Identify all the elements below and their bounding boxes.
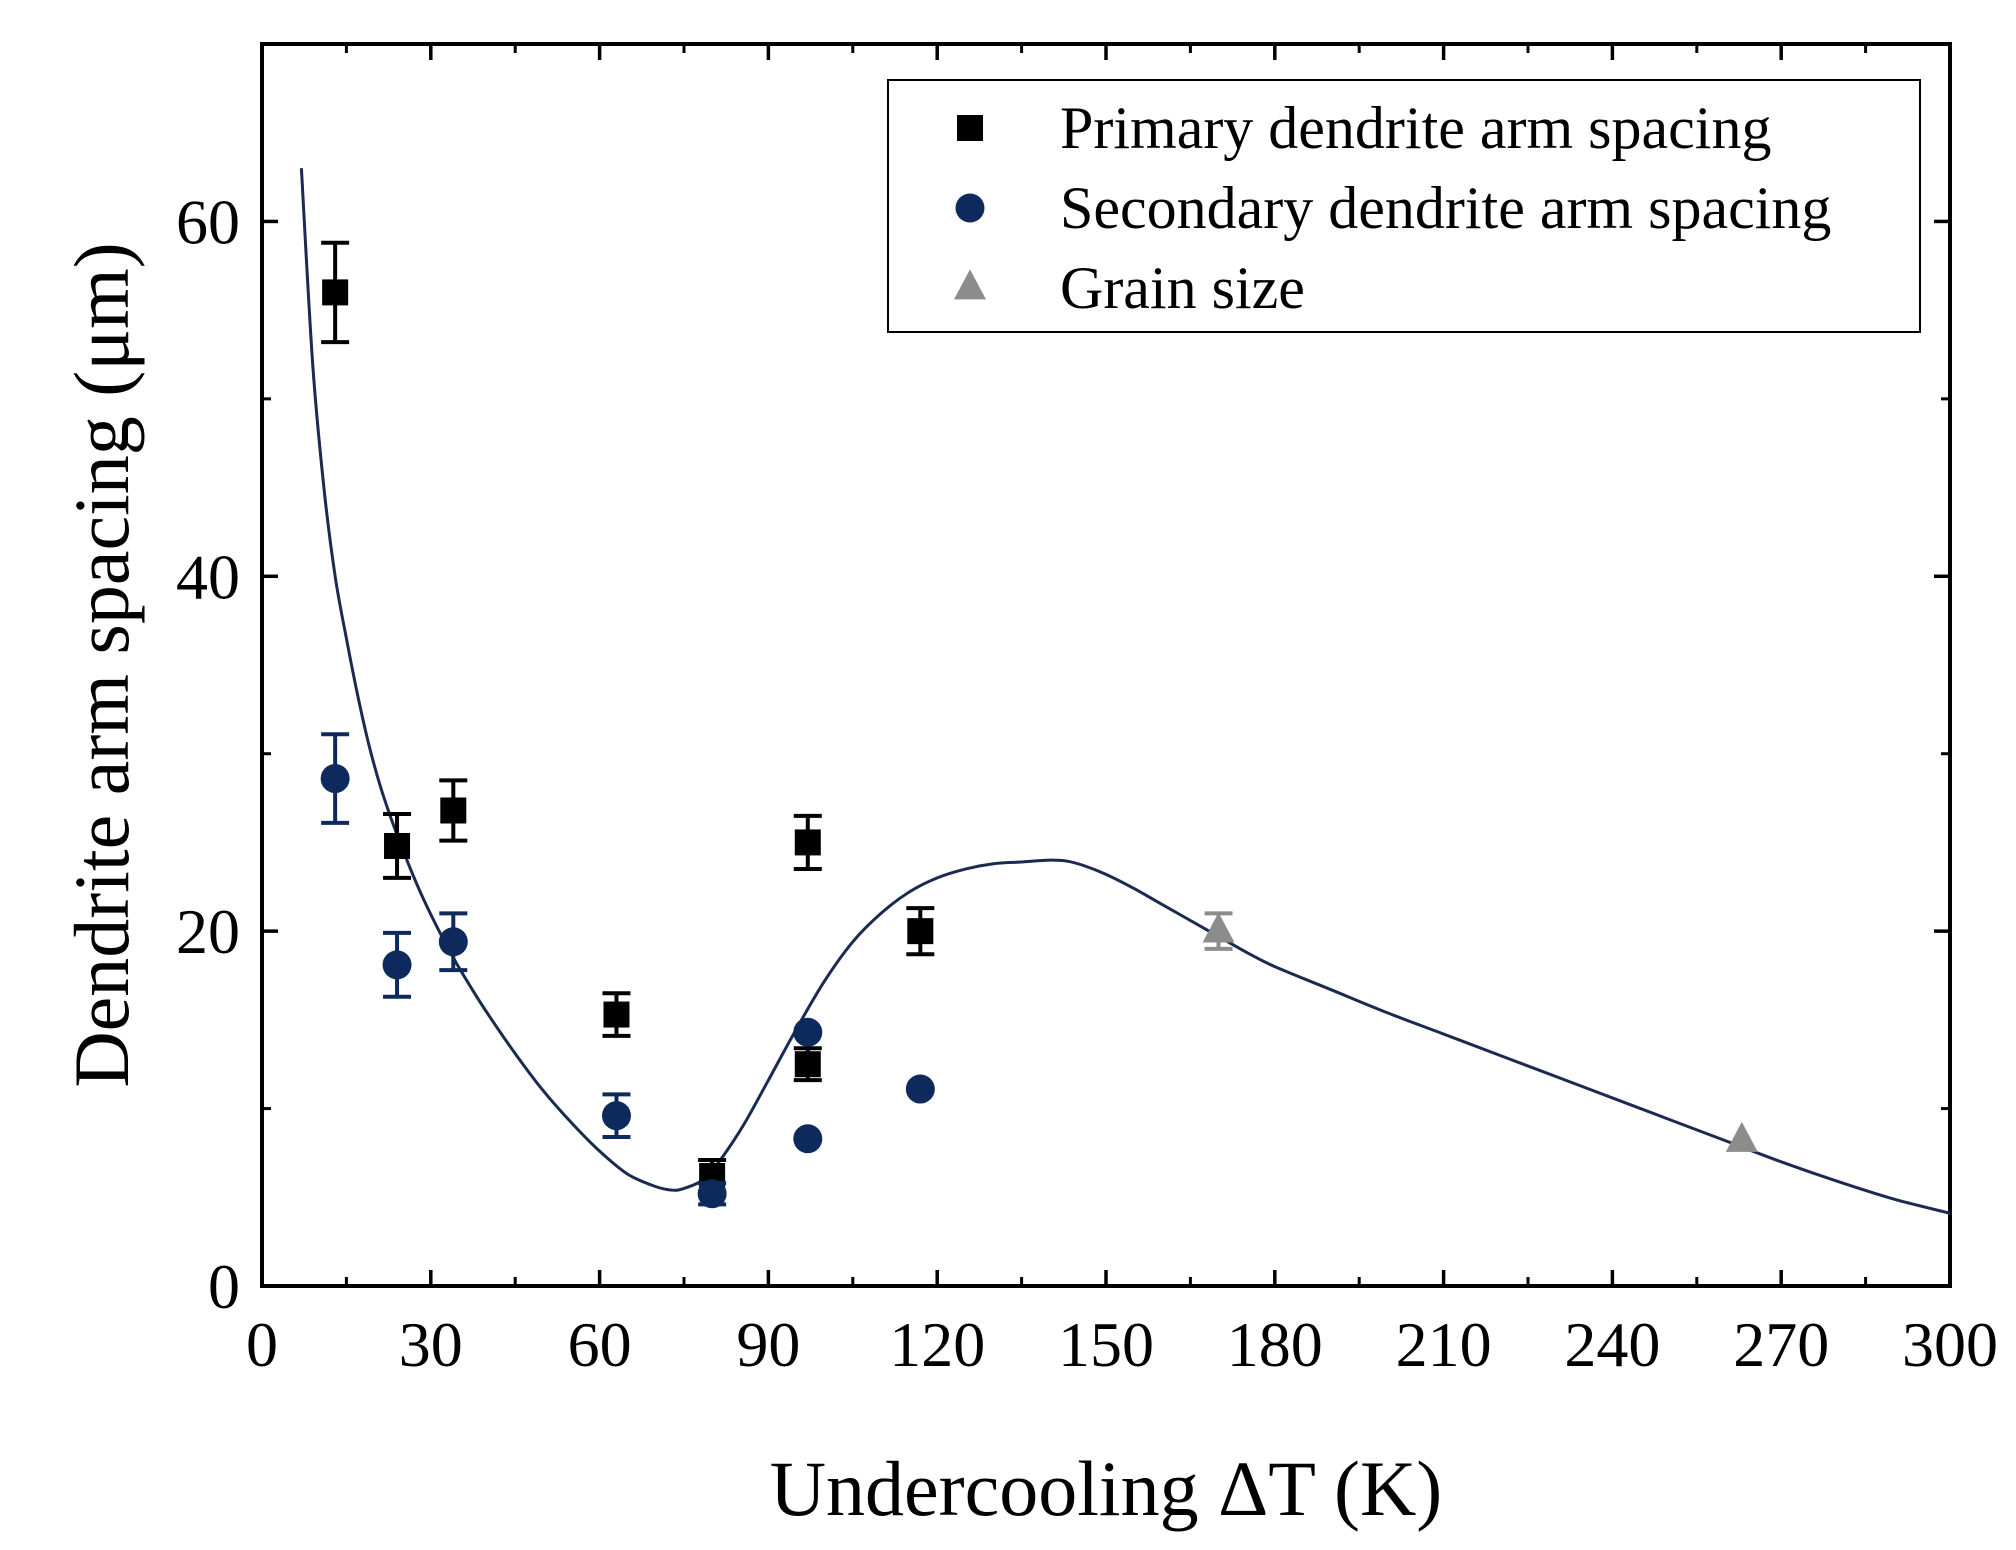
data-point-circle (905, 1074, 935, 1104)
data-point-circle (697, 1179, 727, 1209)
data-point-square (384, 832, 411, 859)
data-point-triangle (1725, 1121, 1758, 1152)
data-point-triangle (1202, 912, 1235, 943)
data-point-circle (601, 1101, 631, 1131)
data-point-square (794, 1051, 821, 1078)
x-tick-label: 150 (1058, 1309, 1154, 1380)
x-tick-label: 210 (1396, 1309, 1492, 1380)
legend-label: Secondary dendrite arm spacing (1060, 175, 1831, 241)
y-tick-label: 0 (208, 1251, 240, 1322)
data-point-square (440, 797, 467, 824)
data-point-circle (438, 927, 468, 957)
legend-label: Primary dendrite arm spacing (1060, 95, 1771, 161)
x-tick-label: 240 (1564, 1309, 1660, 1380)
ticks-layer: 0 30 60 90 120 150 180 210 240 270 300 0 20 40 60 (176, 44, 1998, 1380)
legend: Primary dendrite arm spacing Secondary de… (887, 79, 1921, 333)
x-tick-label: 300 (1902, 1309, 1998, 1380)
y-axis-title: Dendrite arm spacing (μm) (58, 242, 145, 1087)
x-tick-label: 90 (736, 1309, 800, 1380)
series-triangle-points (1202, 911, 1758, 1152)
legend-marker-circle (955, 193, 985, 223)
data-point-circle (320, 764, 350, 794)
x-tick-label: 0 (246, 1309, 278, 1380)
x-tick-label: 270 (1733, 1309, 1829, 1380)
legend-marker-triangle (954, 269, 986, 300)
x-tick-label: 30 (399, 1309, 463, 1380)
x-tick-label: 60 (568, 1309, 632, 1380)
data-point-square (907, 918, 934, 945)
y-tick-label: 20 (176, 896, 240, 967)
data-point-circle (793, 1017, 823, 1047)
data-point-circle (793, 1124, 823, 1154)
y-tick-label: 40 (176, 541, 240, 612)
series-square-points (321, 240, 935, 1194)
legend-label: Grain size (1060, 255, 1305, 321)
series-circle-points (320, 732, 935, 1209)
data-point-square (794, 829, 821, 856)
y-tick-label: 60 (176, 186, 240, 257)
legend-marker-square (957, 115, 983, 141)
legend-box (887, 79, 1921, 333)
data-point-square (322, 279, 349, 306)
data-point-circle (382, 950, 412, 980)
data-point-square (603, 1001, 630, 1028)
x-tick-label: 180 (1227, 1309, 1323, 1380)
x-axis-title: Undercooling ΔT (K) (770, 1445, 1443, 1532)
data-points-layer (320, 240, 1758, 1209)
x-tick-label: 120 (889, 1309, 985, 1380)
